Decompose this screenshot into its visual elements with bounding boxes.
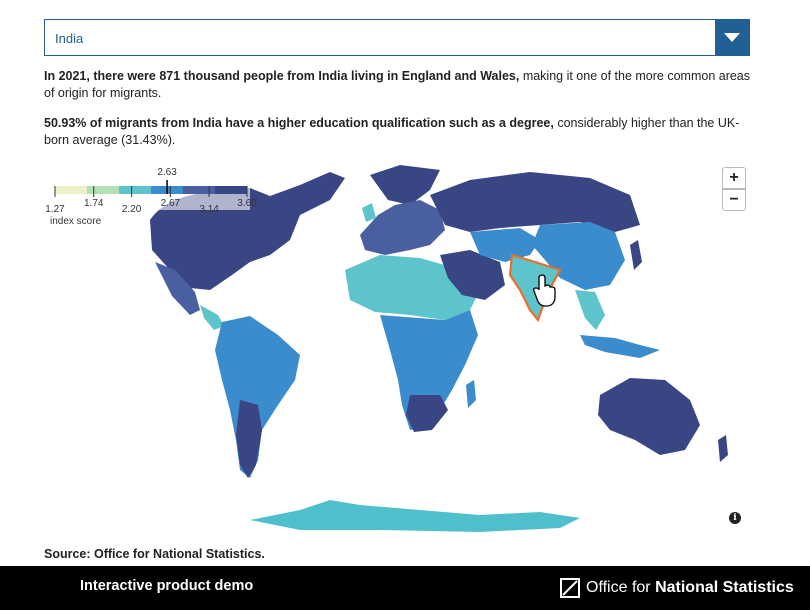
- chevron-down-icon: [724, 33, 740, 42]
- region-southeast-asia[interactable]: [575, 290, 605, 330]
- region-uk[interactable]: [362, 203, 376, 222]
- summary-paragraph-1: In 2021, there were 871 thousand people …: [44, 68, 750, 102]
- summary-paragraph-2: 50.93% of migrants from India have a hig…: [44, 115, 750, 149]
- legend-label: index score: [50, 216, 102, 227]
- region-south-america[interactable]: [215, 316, 300, 478]
- region-middle-east[interactable]: [440, 250, 505, 300]
- legend-swatch: [215, 186, 248, 194]
- legend-tick-label: 1.27: [45, 204, 65, 215]
- region-mexico[interactable]: [155, 262, 200, 315]
- world-map[interactable]: 1.27 1.74 2.20 2.67 3.14 3.60 2.63 index scor…: [0, 160, 810, 545]
- summary-2-bold: 50.93% of migrants from India have a hig…: [44, 116, 554, 130]
- demo-label: Interactive product demo: [80, 578, 254, 594]
- summary-1-rest: making it one of the more common areas o…: [44, 69, 751, 100]
- hand-cursor-icon: [532, 274, 556, 307]
- region-antarctica[interactable]: [250, 500, 580, 532]
- legend-swatch: [87, 186, 120, 194]
- legend-swatch: [119, 186, 152, 194]
- legend-swatch: [183, 186, 216, 194]
- region-europe[interactable]: [360, 200, 445, 255]
- legend-marker-value: 2.63: [157, 167, 177, 178]
- source-note: Source: Office for National Statistics.: [44, 547, 265, 561]
- region-australia[interactable]: [598, 378, 700, 455]
- legend-tick-label: 2.20: [122, 204, 142, 215]
- region-greenland[interactable]: [370, 165, 440, 205]
- region-russia[interactable]: [430, 172, 640, 232]
- region-argentina[interactable]: [236, 400, 262, 478]
- region-new-zealand[interactable]: [718, 435, 728, 462]
- region-central-america[interactable]: [200, 305, 224, 330]
- dropdown-button[interactable]: [715, 20, 749, 55]
- region-japan[interactable]: [630, 240, 642, 270]
- legend-swatch: [55, 186, 88, 194]
- summary-2-rest: considerably higher than the UK-born ave…: [44, 116, 740, 147]
- zoom-out-button[interactable]: −: [722, 189, 746, 211]
- ons-prefix: Office for: [586, 579, 656, 596]
- info-icon[interactable]: i: [729, 512, 741, 524]
- zoom-in-button[interactable]: +: [722, 167, 746, 189]
- ons-logo-icon: [560, 578, 580, 598]
- footer-bar: Interactive product demo Office for Nati…: [0, 566, 810, 610]
- ons-name: Office for National Statistics: [586, 579, 794, 597]
- region-madagascar[interactable]: [466, 380, 476, 408]
- legend-ticks: 1.27 1.74 2.20 2.67 3.14 3.60: [45, 186, 257, 215]
- region-central-asia[interactable]: [470, 228, 540, 262]
- legend-tick-label: 1.74: [84, 198, 104, 209]
- legend-tick-label: 3.60: [237, 198, 257, 209]
- region-africa-central[interactable]: [380, 310, 478, 430]
- legend-swatches: [55, 186, 248, 194]
- region-china[interactable]: [532, 222, 625, 290]
- region-indonesia[interactable]: [580, 335, 660, 358]
- summary-1-bold: In 2021, there were 871 thousand people …: [44, 69, 520, 83]
- region-southern-africa[interactable]: [406, 395, 448, 432]
- country-select[interactable]: India: [44, 19, 750, 56]
- ons-bold: National Statistics: [655, 579, 794, 596]
- country-select-value: India: [55, 31, 84, 46]
- legend: 1.27 1.74 2.20 2.67 3.14 3.60 2.63 index scor…: [45, 167, 257, 227]
- legend-tick-label: 2.67: [161, 198, 181, 209]
- legend-tick-label: 3.14: [199, 204, 219, 215]
